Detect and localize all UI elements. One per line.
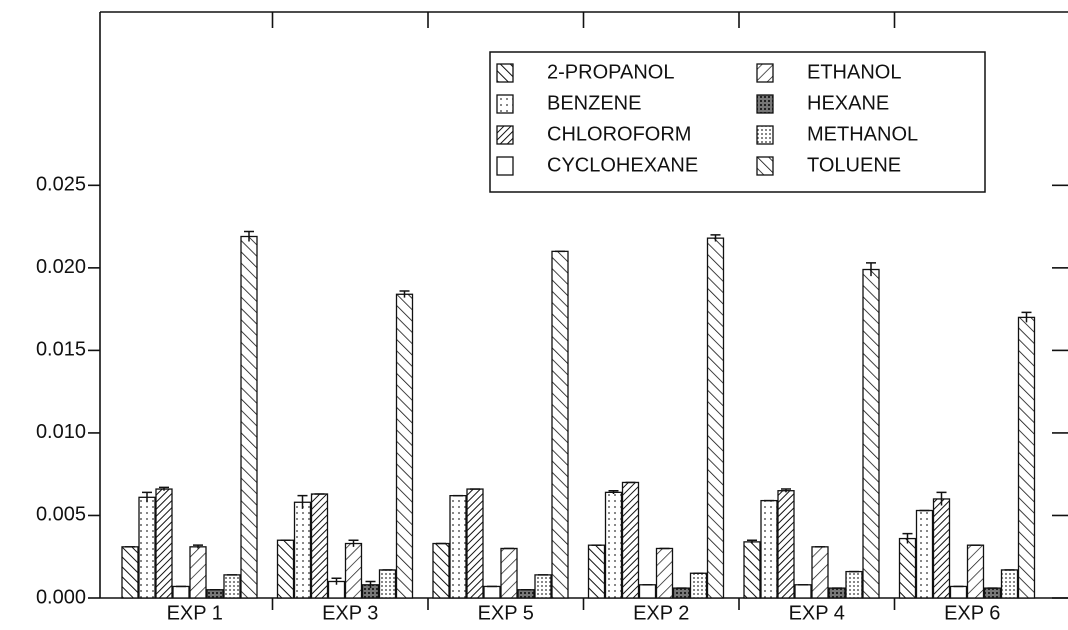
bar [760,499,778,599]
bar [845,570,863,599]
error-bar [244,230,254,242]
bar [932,498,951,599]
bar [517,589,535,599]
bar [378,569,397,599]
error-bar [399,290,410,298]
bar [811,546,829,599]
error-bar [297,494,308,509]
y-tick-label: 0.000 [36,586,86,608]
legend-swatch [756,125,774,145]
legend-label: HEXANE [807,92,889,114]
bar [638,584,657,599]
error-bar [902,532,913,544]
bar [344,542,363,599]
legend-swatch [496,94,514,114]
legend-swatch [496,63,514,83]
error-bar [710,234,721,242]
y-tick-label: 0.005 [36,504,86,526]
legend-box [489,51,986,193]
bar [672,587,691,599]
legend-label: CHLOROFORM [547,123,691,145]
legend-swatch [756,156,774,176]
bar [206,589,224,599]
legend-label: 2-PROPANOL [547,61,674,83]
bar [794,584,812,599]
bar [621,481,640,599]
bar [915,509,934,599]
x-tick-label: EXP 2 [633,602,689,624]
error-bar [159,486,169,491]
legend-label: METHANOL [807,123,918,145]
legend-swatch [496,125,514,145]
bar [1017,316,1036,599]
bar [500,547,518,599]
error-bar [1021,311,1032,323]
bar [276,539,295,599]
x-tick-label: EXP 3 [322,602,378,624]
error-bar [781,488,791,493]
y-tick-label: 0.015 [36,339,86,361]
legend-label: CYCLOHEXANE [547,154,698,176]
x-tick-label: EXP 5 [478,602,534,624]
error-bar [193,544,203,549]
bar [689,572,708,599]
legend-swatch [756,63,774,83]
bar [655,547,674,599]
bar [743,541,761,599]
bar [449,495,467,599]
legend-label: BENZENE [547,92,641,114]
error-bar [331,577,342,585]
bar [966,544,985,599]
bar [138,496,156,599]
bar [395,293,414,599]
bar [466,488,484,599]
error-bar [608,489,619,495]
y-tick-label: 0.025 [36,174,86,196]
bar [828,587,846,599]
bar [189,546,207,599]
x-tick-label: EXP 4 [789,602,845,624]
x-tick-label: EXP 6 [944,602,1000,624]
legend-label: ETHANOL [807,61,901,83]
error-bar [866,262,876,277]
error-bar [747,539,757,544]
bar [949,585,968,599]
bar [604,491,623,599]
legend-swatch [756,94,774,114]
bar [587,544,606,599]
error-bar [936,491,947,506]
bar [172,585,190,599]
y-tick-label: 0.010 [36,421,86,443]
bar [155,488,173,599]
bar [223,574,241,599]
bar [293,501,312,599]
legend-swatch [496,156,514,176]
bar [1000,569,1019,599]
bar [777,490,795,599]
bar [898,537,917,599]
y-tick-label: 0.020 [36,256,86,278]
error-bar [142,491,152,503]
bar [862,268,880,599]
error-bar [348,539,359,547]
bar [534,574,552,599]
bar [310,493,329,599]
bar [432,542,450,599]
error-bar [365,580,376,589]
bar [706,237,725,599]
bar [551,250,569,599]
bar [240,235,258,599]
bar [121,546,139,599]
legend-label: TOLUENE [807,154,901,176]
x-tick-label: EXP 1 [167,602,223,624]
bar [483,585,501,599]
bar [983,587,1002,599]
